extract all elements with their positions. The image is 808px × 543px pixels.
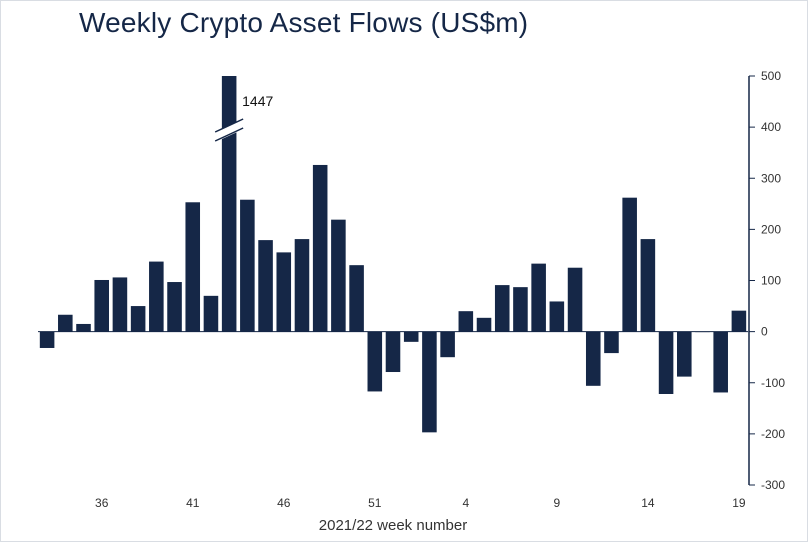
bar-week-47 <box>294 239 310 332</box>
x-tick-label: 9 <box>554 496 561 510</box>
y-tick-label: 300 <box>761 171 781 185</box>
y-axis: 500 400 300 200 100 0 -100 -200 -300 <box>748 69 785 492</box>
y-tick-label: 500 <box>761 69 781 83</box>
x-tick-label: 46 <box>277 496 291 510</box>
bar-week-10 <box>567 267 583 332</box>
bars-group: 1447 <box>39 76 747 433</box>
y-tick-label: 0 <box>761 325 768 339</box>
bar-week-41 <box>185 202 201 332</box>
bar-week-5 <box>476 317 492 332</box>
bar-week-42 <box>203 295 219 332</box>
bar-week-46 <box>276 252 292 332</box>
y-tick-label: -100 <box>761 376 785 390</box>
x-axis-title: 2021/22 week number <box>319 517 467 534</box>
x-tick-label: 41 <box>186 496 200 510</box>
y-tick-label: 200 <box>761 222 781 236</box>
bar-week-48 <box>312 164 328 332</box>
y-tick-label: -300 <box>761 478 785 492</box>
bar-week-40 <box>167 282 182 332</box>
bar-week-16 <box>677 331 692 377</box>
bar-week-8 <box>531 263 546 332</box>
bar-week-35 <box>76 323 91 332</box>
bar-week-33 <box>39 331 55 348</box>
bar-week-19 <box>731 310 747 332</box>
bar-week-9 <box>549 301 565 332</box>
bar-week-3 <box>440 331 455 358</box>
bar-week-15 <box>658 331 674 394</box>
bar-week-12 <box>604 331 619 354</box>
bar-week-49 <box>331 219 346 332</box>
x-tick-label: 4 <box>462 496 469 510</box>
bar-week-37 <box>112 277 128 332</box>
bar-week-11 <box>585 331 601 386</box>
bar-week-18 <box>713 331 728 393</box>
bar-week-43 <box>221 76 237 332</box>
bar-week-50 <box>349 265 364 332</box>
y-tick-label: 100 <box>761 274 781 288</box>
bar-week-45 <box>258 240 273 332</box>
bar-week-34 <box>58 314 73 332</box>
bar-week-4 <box>458 311 474 332</box>
bar-week-2 <box>422 331 437 433</box>
x-tick-label: 14 <box>641 496 655 510</box>
x-tick-label: 51 <box>368 496 382 510</box>
y-tick-label: 400 <box>761 120 781 134</box>
bar-week-13 <box>622 197 637 332</box>
bar-week-7 <box>513 287 528 332</box>
x-tick-label: 19 <box>732 496 746 510</box>
axis-break-marker <box>214 118 244 142</box>
bar-week-14 <box>640 239 656 332</box>
axis-break-gap <box>215 119 244 142</box>
y-tick-label: -200 <box>761 427 785 441</box>
x-tick-label: 36 <box>95 496 109 510</box>
bar-week-51 <box>367 331 383 392</box>
bar-value-label: 1447 <box>242 93 273 109</box>
bar-week-39 <box>149 261 164 332</box>
bar-week-44 <box>240 199 255 332</box>
bar-week-38 <box>130 306 146 332</box>
chart-title: Weekly Crypto Asset Flows (US$m) <box>79 7 529 38</box>
x-axis: 36 41 46 51 4 9 14 19 <box>95 496 746 510</box>
bar-week-52 <box>385 331 401 373</box>
bar-week-1 <box>403 331 419 342</box>
bar-week-6 <box>494 285 510 332</box>
bar-week-36 <box>94 279 109 332</box>
